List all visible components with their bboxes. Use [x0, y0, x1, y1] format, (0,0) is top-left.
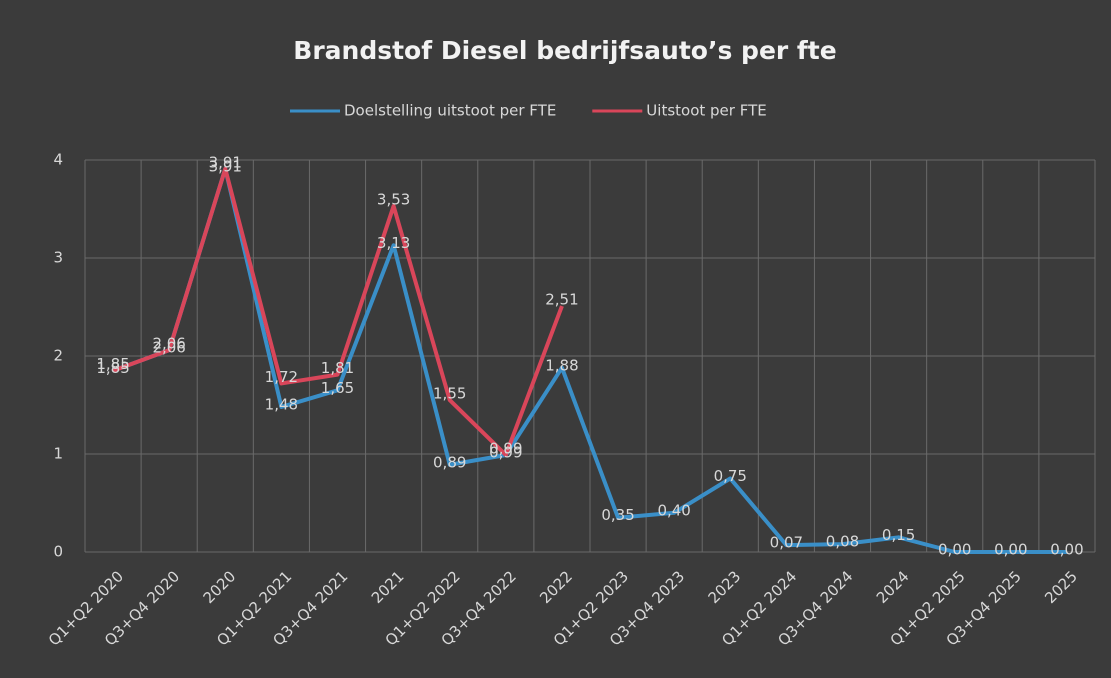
y-tick-label: 4: [53, 151, 63, 169]
data-label: 1,88: [545, 356, 578, 374]
data-label: 0,99: [489, 443, 522, 461]
data-label: 2,51: [545, 291, 578, 309]
data-label: 0,00: [938, 541, 971, 559]
data-label: 0,07: [770, 534, 803, 552]
series-line: [112, 166, 564, 457]
data-label: 2,06: [152, 335, 185, 353]
data-label: 0,35: [601, 506, 634, 524]
data-label: 2,06: [152, 339, 185, 357]
y-tick-label: 3: [53, 249, 63, 267]
data-label: 1,65: [321, 379, 354, 397]
data-label: 1,85: [96, 359, 129, 377]
y-tick-label: 0: [53, 543, 63, 561]
data-label: 0,15: [882, 526, 915, 544]
data-label: 0,00: [1050, 541, 1083, 559]
data-label: 0,99: [489, 439, 522, 457]
y-tick-label: 1: [53, 445, 63, 463]
y-tick-label: 2: [53, 347, 63, 365]
data-label: 3,53: [377, 191, 410, 209]
data-label: 1,85: [96, 355, 129, 373]
data-label: 3,91: [209, 157, 242, 175]
data-label: 1,55: [433, 385, 466, 403]
data-label: 3,91: [209, 153, 242, 171]
series-line: [112, 166, 1067, 554]
legend-label: Doelstelling uitstoot per FTE: [344, 102, 556, 120]
data-label: 0,40: [657, 501, 690, 519]
data-label: 1,81: [321, 359, 354, 377]
legend-label: Uitstoot per FTE: [646, 102, 766, 120]
chart-title: Brandstof Diesel bedrijfsauto’s per fte: [293, 36, 836, 65]
data-label: 1,48: [265, 395, 298, 413]
data-label: 0,89: [433, 453, 466, 471]
data-label: 3,13: [377, 234, 410, 252]
data-label: 0,08: [826, 533, 859, 551]
data-label: 0,00: [994, 541, 1027, 559]
data-label: 1,72: [265, 368, 298, 386]
data-label: 0,75: [714, 467, 747, 485]
